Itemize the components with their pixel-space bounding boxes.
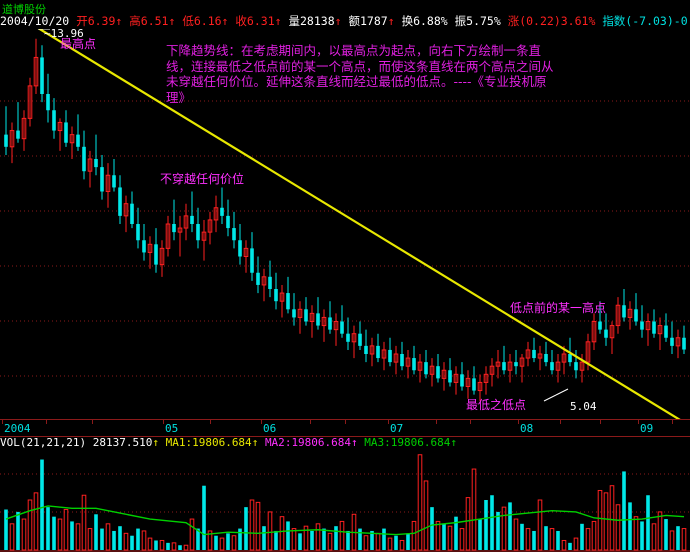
vol-ma1-value: 19806.684 (192, 436, 252, 449)
descending-trendline (37, 29, 681, 419)
volume-svg (0, 454, 690, 552)
date-axis-label-5: 09 (640, 422, 654, 435)
quote-open-label: 开 (76, 14, 88, 28)
quote-change-label: 涨 (507, 14, 520, 28)
date-axis-label-3: 07 (390, 422, 404, 435)
quote-amount-arrow: ↑ (387, 14, 395, 28)
quote-low-label: 低 (182, 14, 194, 28)
quote-index-value: (-7.03)-0.53% (625, 14, 690, 28)
quote-amount-label: 额 (348, 14, 361, 28)
quote-high-value: 6.51 (140, 14, 169, 28)
date-axis-tick (310, 420, 311, 424)
quote-amount-value: 1787 (360, 14, 388, 28)
high-point-price-label: ~13.96 (44, 27, 84, 40)
trendline-description-annotation: 下降趋势线：在考虑期间内，以最高点为起点，向右下方绘制一条直线，连接最低之低点前… (166, 43, 554, 105)
price-candlestick-svg (0, 29, 690, 419)
date-axis-tick (436, 420, 437, 424)
date-axis-tick (518, 420, 519, 424)
candlestick-series (4, 38, 686, 402)
vol-ma1-arrow: ↑ (251, 436, 259, 449)
vol-title: VOL(21,21,21) (0, 436, 87, 449)
quote-amplitude-label: 振 (454, 14, 467, 28)
date-axis-tick (560, 420, 561, 424)
high-point-annotation: 最高点 (60, 37, 97, 51)
date-axis-tick (46, 420, 47, 424)
lowest-low-price-label: 5.04 (570, 400, 597, 413)
date-axis-tick (163, 420, 164, 424)
date-axis-tick (92, 420, 93, 424)
quote-open-value: 6.39 (87, 14, 116, 28)
quote-high-label: 高 (129, 14, 141, 28)
date-axis-label-0: 2004 (4, 422, 31, 435)
quote-turnover-value: 6.88% (413, 14, 448, 28)
vol-ma1-label: MA1 (165, 436, 186, 449)
quote-low-value: 6.16 (193, 14, 222, 28)
annotation-leader-lines (38, 29, 569, 402)
price-gridlines (0, 100, 690, 377)
date-axis-label-2: 06 (263, 422, 277, 435)
quote-change-value: (0.22)3.61% (519, 14, 596, 28)
volume-ma-line (5, 505, 685, 536)
date-axis-label-4: 08 (520, 422, 534, 435)
vol-ma2-arrow: ↑ (351, 436, 358, 449)
quote-index-label: 指数 (602, 14, 626, 28)
date-axis: 2004 05 06 07 08 09 (0, 419, 690, 437)
date-axis-tick (388, 420, 389, 424)
quote-turnover-label: 换 (401, 14, 414, 28)
quote-bar: 2004/10/20 开6.39↑ 高6.51↑ 低6.16↑ 收6.31↑ 量… (0, 13, 690, 29)
volume-gridlines (0, 473, 690, 513)
quote-amplitude-value: 5.75% (466, 14, 501, 28)
quote-volume-label: 量 (288, 14, 301, 28)
quote-open-arrow: ↑ (115, 14, 123, 28)
stock-name-label: 道博股份 (2, 3, 46, 16)
date-axis-tick (345, 420, 346, 424)
date-axis-tick (2, 420, 3, 424)
volume-indicator-header[interactable]: VOL(21,21,21) 28137.510↑ MA1:19806.684↑ … (0, 436, 458, 449)
date-axis-tick (470, 420, 471, 424)
quote-volume-value: 28138 (300, 14, 335, 28)
date-axis-tick (638, 420, 639, 424)
price-chart-panel[interactable]: ~13.96 最高点 下降趋势线：在考虑期间内，以最高点为起点，向右下方绘制一条… (0, 27, 690, 419)
volume-chart-panel[interactable] (0, 450, 690, 552)
vol-ma3-label: MA3 (364, 436, 385, 449)
quote-high-arrow: ↑ (168, 14, 176, 28)
quote-volume-arrow: ↑ (334, 14, 342, 28)
vol-ma3-value: 19806.684 (390, 436, 451, 449)
high-before-low-annotation: 低点前的某一高点 (510, 301, 607, 315)
vol-ma2-value: 19806.684 (291, 436, 352, 449)
quote-close-label: 收 (235, 14, 247, 28)
lowest-low-annotation: 最低之低点 (466, 398, 527, 412)
date-axis-tick (672, 420, 673, 424)
vol-value: 28137.510 (92, 436, 153, 449)
quote-close-value: 6.31 (246, 14, 275, 28)
date-axis-tick (600, 420, 601, 424)
date-axis-label-1: 05 (165, 422, 179, 435)
vol-ma3-arrow: ↑ (450, 436, 458, 449)
quote-close-arrow: ↑ (274, 14, 282, 28)
no-cross-annotation: 不穿越任何价位 (160, 172, 245, 186)
vol-ma2-label: MA2 (264, 436, 285, 449)
date-axis-tick (261, 420, 262, 424)
quote-date: 2004/10/20 (0, 14, 70, 28)
date-axis-tick (210, 420, 211, 424)
quote-low-arrow: ↑ (221, 14, 229, 28)
volume-bar-series (4, 454, 687, 551)
vol-arrow: ↑ (152, 436, 159, 449)
